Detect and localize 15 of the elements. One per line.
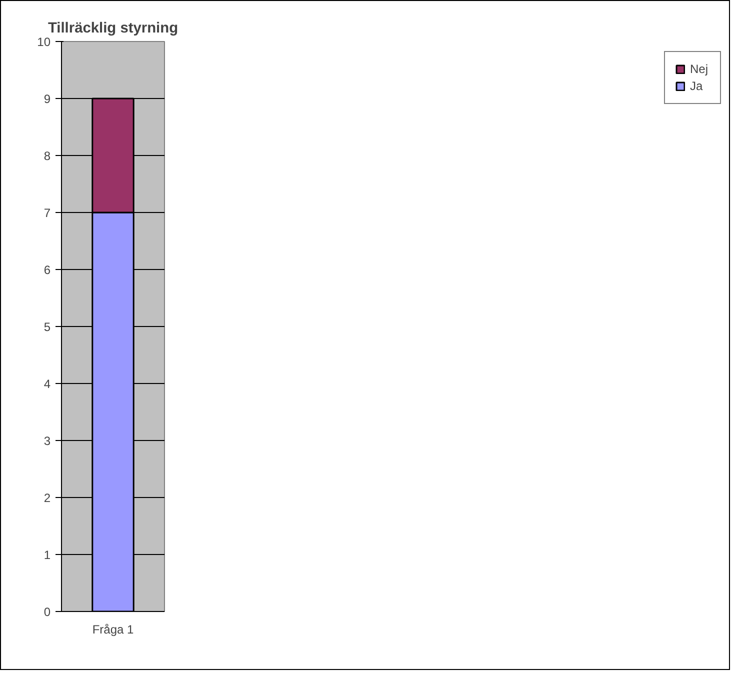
y-tick-label: 9 bbox=[44, 92, 51, 106]
y-tick-label: 10 bbox=[37, 35, 51, 49]
y-tick-label: 6 bbox=[44, 263, 51, 277]
y-tick-label: 4 bbox=[44, 377, 51, 391]
y-tick-label: 2 bbox=[44, 491, 51, 505]
y-tick-label: 3 bbox=[44, 434, 51, 448]
chart-title: Tillräcklig styrning bbox=[48, 20, 178, 36]
y-tick-label: 5 bbox=[44, 320, 51, 334]
x-tick-label: Fråga 1 bbox=[92, 622, 134, 636]
y-tick-label: 7 bbox=[44, 206, 51, 220]
y-tick-label: 1 bbox=[44, 548, 51, 562]
y-tick-label: 8 bbox=[44, 149, 51, 163]
legend-label: Ja bbox=[690, 79, 704, 93]
y-tick-label: 0 bbox=[44, 605, 51, 619]
legend-label: Nej bbox=[690, 62, 710, 76]
